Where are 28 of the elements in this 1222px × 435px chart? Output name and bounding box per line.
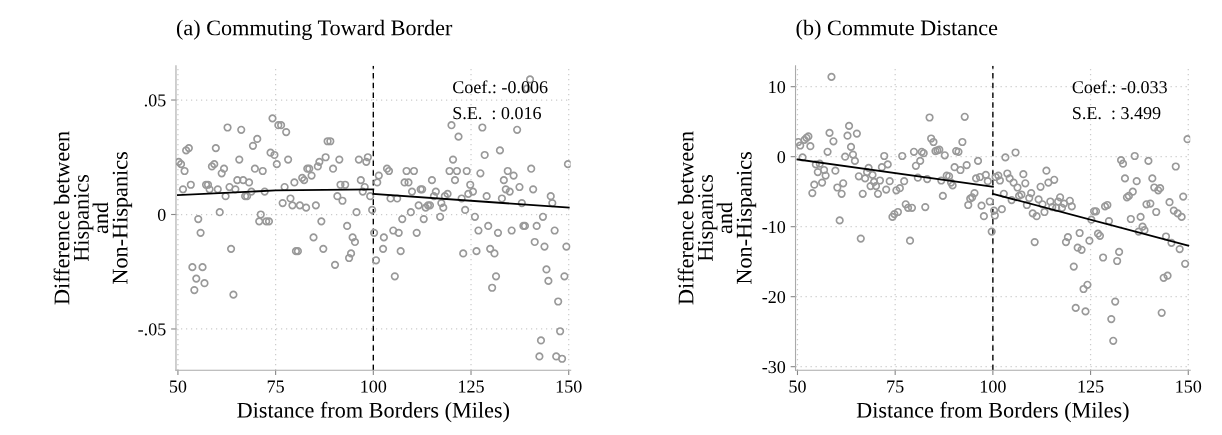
y-tick-label: -30 bbox=[762, 360, 786, 374]
x-tick-label: 150 bbox=[1176, 380, 1202, 393]
x-axis-title: Distance from Borders (Miles) bbox=[856, 401, 1129, 423]
x-tick-label: 50 bbox=[169, 380, 187, 393]
y-tick-label: .05 bbox=[144, 94, 166, 107]
y-tick-label: 0 bbox=[157, 208, 166, 221]
y-tick-label: 0 bbox=[777, 150, 786, 164]
x-axis-title: Distance from Borders (Miles) bbox=[237, 401, 510, 423]
y-axis-title: Difference between Hispanics and Non-Hispanics bbox=[53, 131, 133, 305]
x-tick-label: 100 bbox=[980, 380, 1006, 393]
x-tick-label: 125 bbox=[459, 380, 484, 393]
chart-title: (a) Commuting Toward Border bbox=[176, 19, 453, 40]
x-tick-label: 100 bbox=[361, 380, 387, 393]
annotation: S.E. : 3.499 bbox=[1073, 107, 1161, 120]
x-tick-label: 125 bbox=[1078, 380, 1104, 393]
annotation: S.E. : 0.016 bbox=[453, 106, 541, 120]
x-tick-label: 150 bbox=[556, 380, 582, 393]
chart-title: (b) Commute Distance bbox=[796, 19, 998, 40]
annotation: Coef.: -0.033 bbox=[1072, 80, 1167, 94]
y-tick-label: -20 bbox=[762, 290, 786, 304]
x-tick-label: 50 bbox=[789, 380, 806, 393]
y-tick-label: 10 bbox=[769, 80, 786, 94]
annotation: Coef.: -0.006 bbox=[453, 80, 548, 94]
x-tick-label: 75 bbox=[887, 380, 904, 393]
y-axis-title: Difference between Hispanics and Non-Hispanics bbox=[677, 131, 757, 305]
y-tick-label: -10 bbox=[762, 220, 786, 234]
x-tick-label: 75 bbox=[267, 380, 284, 393]
y-tick-label: -.05 bbox=[138, 323, 166, 336]
